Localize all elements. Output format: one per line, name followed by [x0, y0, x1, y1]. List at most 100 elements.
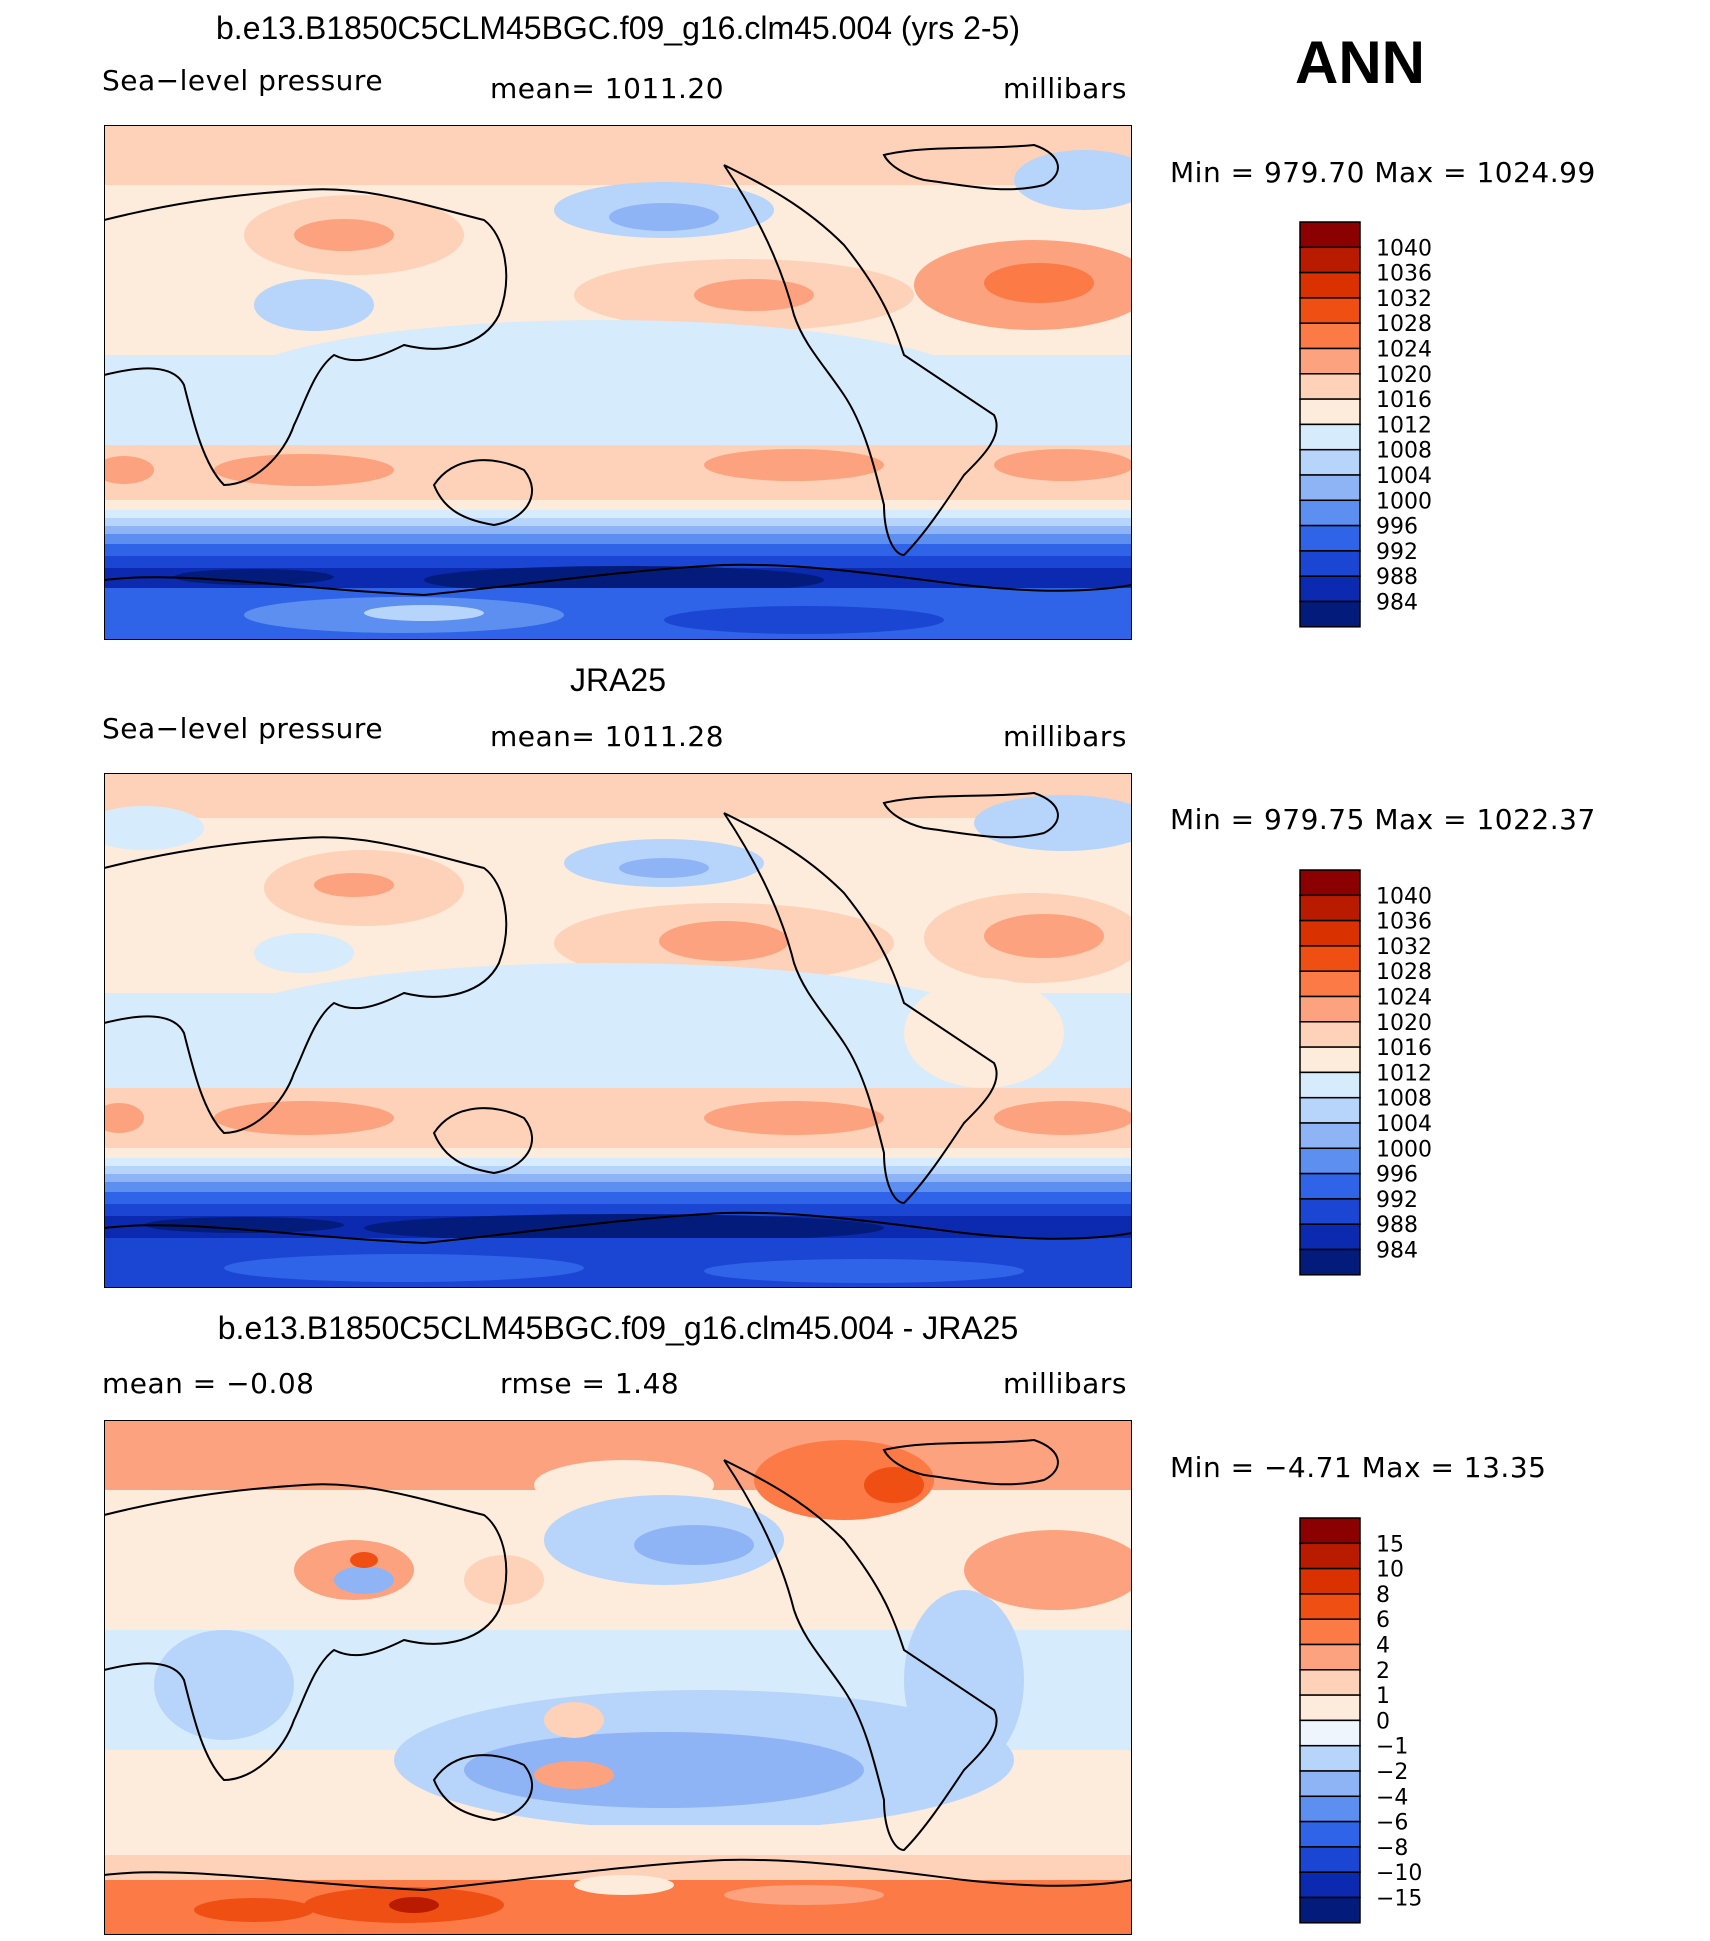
colorbar-tick-label: 984	[1376, 1239, 1418, 1264]
colorbar-tick-label: 1036	[1376, 262, 1432, 287]
colorbar-box	[1299, 1096, 1361, 1124]
panel-2-mean-label: mean= 1011.28	[490, 720, 725, 753]
colorbar-box	[1299, 869, 1361, 897]
panel-1-colorbar: 1040103610321028102410201016101210081004…	[1299, 221, 1432, 628]
colorbar-tick-label: 6	[1376, 1608, 1390, 1633]
colorbar-tick-label: 1040	[1376, 236, 1432, 261]
colorbar-box	[1299, 1744, 1361, 1772]
colorbar-box	[1299, 423, 1361, 451]
colorbar-tick-label: 1008	[1376, 1087, 1432, 1112]
panel-1-colorbar-boxes	[1299, 221, 1361, 628]
colorbar-tick-label: 1012	[1376, 1061, 1432, 1086]
panel-1-units-label: millibars	[1003, 72, 1127, 105]
colorbar-tick-label: 1032	[1376, 935, 1432, 960]
panel-2-colorbar-boxes	[1299, 869, 1361, 1276]
colorbar-box	[1299, 373, 1361, 400]
colorbar-box	[1299, 1669, 1361, 1696]
colorbar-box	[1299, 448, 1361, 476]
colorbar-box	[1299, 1593, 1361, 1620]
panel-3-mean-label: mean = −0.08	[102, 1367, 315, 1400]
colorbar-box	[1299, 1643, 1361, 1671]
colorbar-tick-label: 15	[1376, 1532, 1404, 1557]
colorbar-tick-label: 10	[1376, 1558, 1404, 1583]
colorbar-tick-label: 1020	[1376, 1011, 1432, 1036]
colorbar-tick-label: 1032	[1376, 287, 1432, 312]
colorbar-tick-label: 992	[1376, 540, 1418, 565]
colorbar-box	[1299, 1198, 1361, 1225]
colorbar-box	[1299, 474, 1361, 502]
colorbar-box	[1299, 1071, 1361, 1099]
colorbar-box	[1299, 919, 1361, 947]
colorbar-tick-label: −6	[1376, 1811, 1408, 1836]
colorbar-tick-label: 1028	[1376, 960, 1432, 985]
colorbar-box	[1299, 600, 1361, 628]
colorbar-box	[1299, 221, 1361, 249]
panel-2-colorbar: 1040103610321028102410201016101210081004…	[1299, 869, 1432, 1276]
colorbar-tick-label: 1016	[1376, 1036, 1432, 1061]
season-label: ANN	[1295, 29, 1425, 96]
colorbar-tick-label: 1020	[1376, 363, 1432, 388]
colorbar-tick-label: 8	[1376, 1583, 1390, 1608]
panel-3-colorbar-boxes	[1299, 1517, 1361, 1924]
colorbar-box	[1299, 550, 1361, 577]
colorbar-tick-label: 1008	[1376, 439, 1432, 464]
colorbar-tick-label: −1	[1376, 1735, 1408, 1760]
panel-1-colorbar-labels: 1040103610321028102410201016101210081004…	[1376, 236, 1432, 615]
panel-3-title: b.e13.B1850C5CLM45BGC.f09_g16.clm45.004 …	[217, 1310, 1019, 1346]
colorbar-tick-label: 2	[1376, 1659, 1390, 1684]
colorbar-box	[1299, 945, 1361, 972]
colorbar-tick-label: 1000	[1376, 489, 1432, 514]
colorbar-tick-label: 1040	[1376, 884, 1432, 909]
colorbar-box	[1299, 1770, 1361, 1798]
colorbar-tick-label: 1028	[1376, 312, 1432, 337]
colorbar-tick-label: 0	[1376, 1709, 1390, 1734]
colorbar-box	[1299, 1694, 1361, 1722]
colorbar-tick-label: 1004	[1376, 464, 1432, 489]
colorbar-tick-label: 1036	[1376, 910, 1432, 935]
colorbar-tick-label: 992	[1376, 1188, 1418, 1213]
colorbar-box	[1299, 1846, 1361, 1873]
colorbar-box	[1299, 1223, 1361, 1251]
colorbar-tick-label: −10	[1376, 1861, 1422, 1886]
colorbar-tick-label: 1	[1376, 1684, 1390, 1709]
colorbar-tick-label: 1024	[1376, 338, 1432, 363]
colorbar-box	[1299, 499, 1361, 527]
colorbar-box	[1299, 1567, 1361, 1595]
colorbar-box	[1299, 1719, 1361, 1747]
colorbar-box	[1299, 297, 1361, 324]
panel-1-mean-label: mean= 1011.20	[490, 72, 725, 105]
colorbar-box	[1299, 995, 1361, 1023]
colorbar-box	[1299, 1248, 1361, 1276]
colorbar-tick-label: −4	[1376, 1785, 1408, 1810]
colorbar-box	[1299, 575, 1361, 603]
panel-2-colorbar-labels: 1040103610321028102410201016101210081004…	[1376, 884, 1432, 1263]
colorbar-tick-label: −15	[1376, 1887, 1422, 1912]
colorbar-tick-label: 996	[1376, 1163, 1418, 1188]
panel-1-map	[104, 125, 1132, 640]
panel-3-map	[104, 1420, 1132, 1935]
colorbar-box	[1299, 1122, 1361, 1150]
colorbar-tick-label: 1012	[1376, 413, 1432, 438]
colorbar-box	[1299, 1542, 1361, 1570]
colorbar-tick-label: 1016	[1376, 388, 1432, 413]
colorbar-tick-label: 4	[1376, 1634, 1390, 1659]
colorbar-box	[1299, 1172, 1361, 1200]
colorbar-tick-label: −8	[1376, 1836, 1408, 1861]
colorbar-box	[1299, 1795, 1361, 1823]
panel-1-title: b.e13.B1850C5CLM45BGC.f09_g16.clm45.004 …	[216, 10, 1020, 46]
colorbar-tick-label: 1004	[1376, 1112, 1432, 1137]
colorbar-tick-label: 984	[1376, 591, 1418, 616]
colorbar-box	[1299, 347, 1361, 375]
colorbar-box	[1299, 246, 1361, 274]
colorbar-box	[1299, 1147, 1361, 1175]
colorbar-tick-label: 988	[1376, 565, 1418, 590]
colorbar-tick-label: 996	[1376, 515, 1418, 540]
colorbar-box	[1299, 1021, 1361, 1048]
panel-2-minmax-label: Min = 979.75 Max = 1022.37	[1170, 803, 1596, 836]
panel-2-map	[104, 773, 1132, 1288]
colorbar-box	[1299, 1871, 1361, 1899]
colorbar-box	[1299, 1517, 1361, 1545]
colorbar-box	[1299, 894, 1361, 922]
